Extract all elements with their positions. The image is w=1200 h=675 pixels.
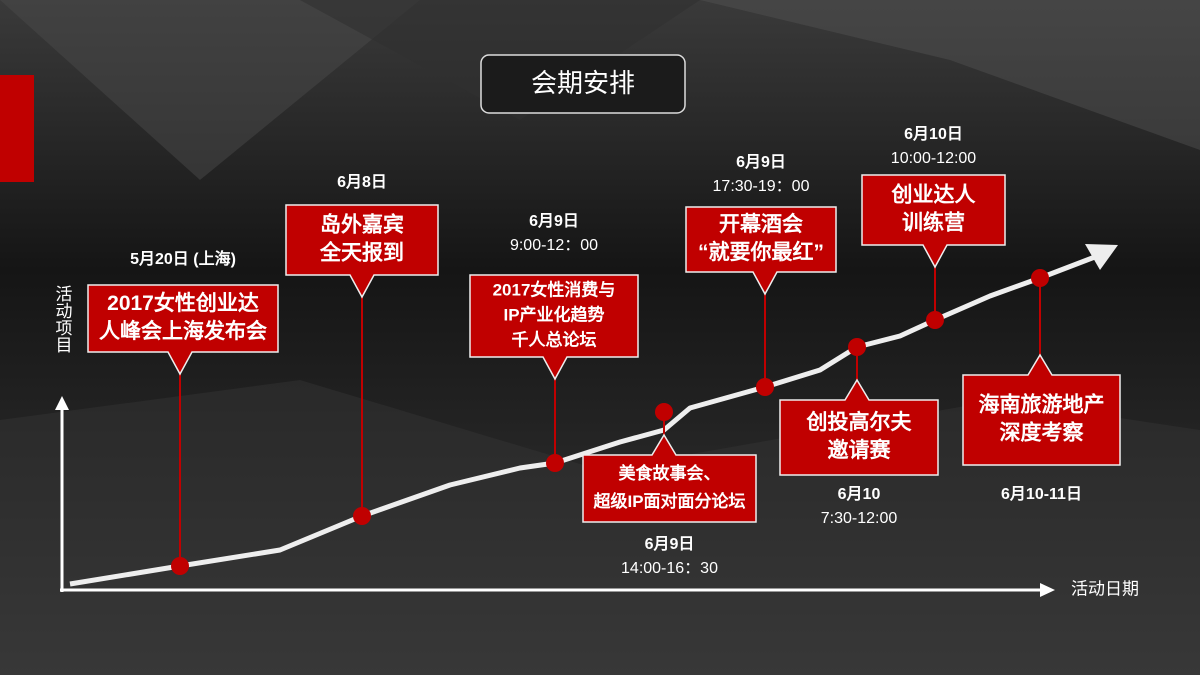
event-label: 全天报到	[319, 241, 404, 265]
y-label: 活动项目	[53, 285, 73, 353]
event-label: 创投高尔夫	[806, 410, 913, 434]
event-label: IP产业化趋势	[503, 304, 604, 324]
event-box	[962, 353, 1121, 466]
event-dot	[171, 557, 189, 575]
title-box	[480, 54, 686, 114]
event-label: “就要你最红”	[698, 240, 824, 264]
event-dot	[1031, 269, 1049, 287]
red-accent	[0, 75, 34, 182]
event-label: 深度考察	[1000, 421, 1085, 445]
progress-curve	[69, 252, 1101, 587]
event-date: 6月9日	[529, 212, 579, 230]
event-label: 超级IP面对面分论坛	[593, 491, 745, 511]
bg-shape	[0, 0, 420, 180]
y-arrow	[55, 396, 69, 410]
event-label: 岛外嘉宾	[320, 213, 404, 237]
event-box	[285, 204, 439, 299]
event-label: 海南旅游地产	[979, 393, 1105, 417]
event-label: 2017女性创业达	[107, 291, 259, 315]
event-dot	[756, 378, 774, 396]
event-date: 6月10日	[904, 125, 963, 143]
event-dot	[353, 507, 371, 525]
event-box	[469, 274, 639, 381]
event-date: 6月8日	[337, 173, 387, 191]
event-time: 17:30-19：00	[713, 178, 810, 195]
event-date: 6月9日	[645, 535, 695, 553]
event-box	[582, 433, 757, 523]
event-label: 创业达人	[891, 183, 976, 207]
event-date: 5月20日 (上海)	[130, 249, 236, 268]
event-label: 美食故事会、	[619, 463, 721, 483]
event-time: 10:00-12:00	[891, 150, 977, 167]
event-time: 9:00-12：00	[510, 237, 598, 254]
event-box	[861, 174, 1006, 269]
x-arrow	[1040, 583, 1055, 597]
x-label: 活动日期	[1071, 579, 1139, 598]
event-time: 7:30-12:00	[821, 510, 898, 527]
event-date: 6月10	[838, 485, 881, 503]
event-dot	[546, 454, 564, 472]
event-date: 6月9日	[736, 153, 786, 171]
event-dot	[926, 311, 944, 329]
bg-shape	[700, 0, 1200, 150]
event-label: 训练营	[902, 211, 965, 235]
event-dot	[848, 338, 866, 356]
curve-arrow	[1085, 244, 1118, 270]
event-box	[87, 284, 279, 376]
event-label: 2017女性消费与	[493, 279, 616, 299]
title: 会期安排	[531, 68, 635, 98]
event-label: 千人总论坛	[512, 329, 597, 349]
event-box	[779, 378, 939, 476]
event-dot	[655, 403, 673, 421]
event-date: 6月10-11日	[1001, 485, 1082, 503]
event-time: 14:00-16：30	[621, 560, 718, 577]
event-label: 邀请赛	[828, 438, 892, 462]
event-label: 人峰会上海发布会	[99, 319, 267, 343]
event-label: 开幕酒会	[719, 212, 803, 236]
event-box	[685, 206, 837, 296]
